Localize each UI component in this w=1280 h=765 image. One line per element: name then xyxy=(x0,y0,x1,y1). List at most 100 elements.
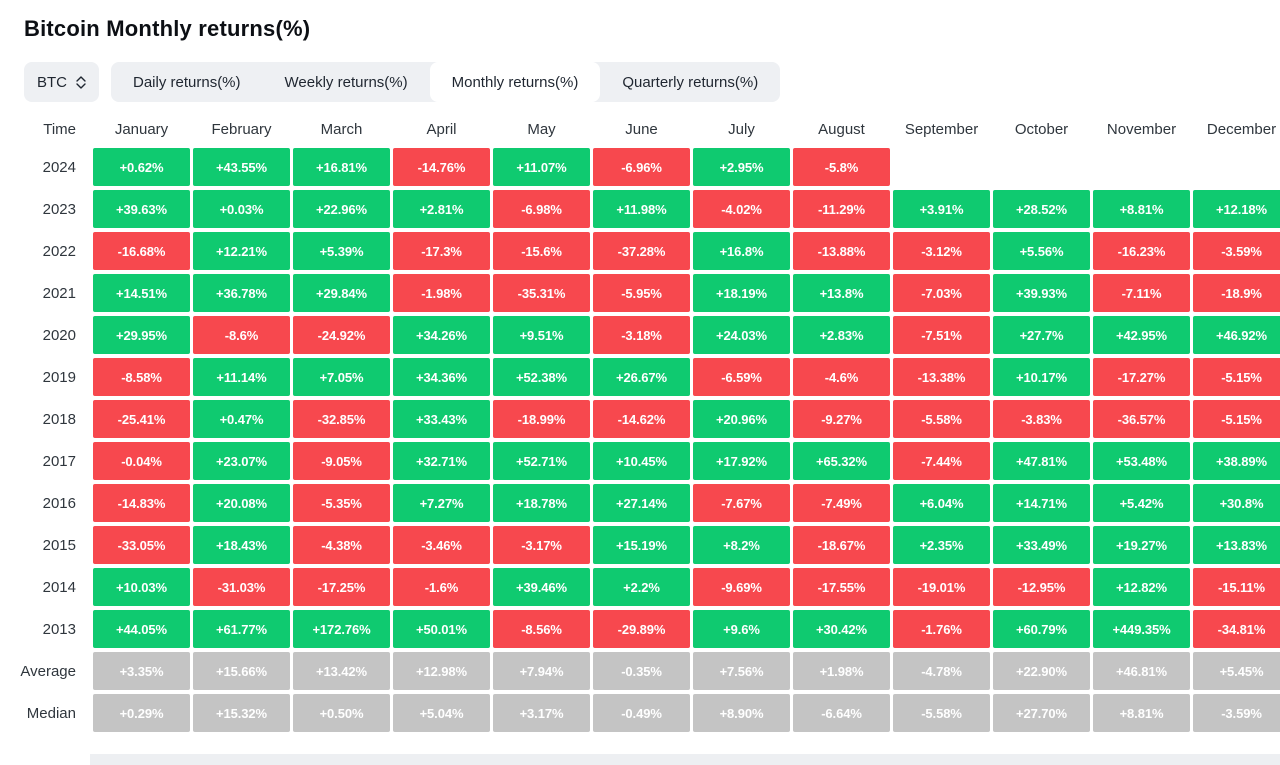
return-cell: +10.45% xyxy=(593,442,690,480)
return-cell: -3.18% xyxy=(593,316,690,354)
return-cell: +30.42% xyxy=(793,610,890,648)
return-cell: -6.59% xyxy=(693,358,790,396)
return-cell: +43.55% xyxy=(193,148,290,186)
return-cell: +3.91% xyxy=(893,190,990,228)
return-cell: +16.8% xyxy=(693,232,790,270)
return-cell: -14.62% xyxy=(593,400,690,438)
row-label-2020: 2020 xyxy=(42,326,76,344)
return-cell: +29.84% xyxy=(293,274,390,312)
return-cell: -5.58% xyxy=(893,694,990,732)
return-cell: -15.11% xyxy=(1193,568,1280,606)
return-cell: +12.82% xyxy=(1093,568,1190,606)
row-label-2019: 2019 xyxy=(42,368,76,386)
return-cell: +61.77% xyxy=(193,610,290,648)
row-label-2018: 2018 xyxy=(42,410,76,428)
return-cell: -36.57% xyxy=(1093,400,1190,438)
return-cell: +36.78% xyxy=(193,274,290,312)
return-cell: +39.93% xyxy=(993,274,1090,312)
tab-daily-returns[interactable]: Daily returns(%) xyxy=(111,62,263,102)
return-cell: -0.04% xyxy=(93,442,190,480)
return-cell: +27.14% xyxy=(593,484,690,522)
return-cell: +60.79% xyxy=(993,610,1090,648)
return-cell: +39.46% xyxy=(493,568,590,606)
return-cell: -32.85% xyxy=(293,400,390,438)
return-cell: -17.55% xyxy=(793,568,890,606)
return-cell: +11.98% xyxy=(593,190,690,228)
return-cell: +2.81% xyxy=(393,190,490,228)
return-cell: -3.59% xyxy=(1193,694,1280,732)
return-cell: -3.59% xyxy=(1193,232,1280,270)
return-cell: +5.39% xyxy=(293,232,390,270)
return-cell: -17.25% xyxy=(293,568,390,606)
symbol-select-value: BTC xyxy=(37,73,67,91)
return-cell: -3.17% xyxy=(493,526,590,564)
tab-quarterly-returns[interactable]: Quarterly returns(%) xyxy=(600,62,780,102)
return-cell: +39.63% xyxy=(93,190,190,228)
return-cell: -34.81% xyxy=(1193,610,1280,648)
return-cell: +16.81% xyxy=(293,148,390,186)
return-cell: +12.21% xyxy=(193,232,290,270)
return-cell: -7.49% xyxy=(793,484,890,522)
return-cell: +30.8% xyxy=(1193,484,1280,522)
return-cell: -25.41% xyxy=(93,400,190,438)
returns-period-tabs: Daily returns(%) Weekly returns(%) Monthly… xyxy=(111,62,781,102)
return-cell: -7.11% xyxy=(1093,274,1190,312)
return-cell: +50.01% xyxy=(393,610,490,648)
return-cell: +13.83% xyxy=(1193,526,1280,564)
return-cell: +47.81% xyxy=(993,442,1090,480)
return-cell: -15.6% xyxy=(493,232,590,270)
return-cell: +18.43% xyxy=(193,526,290,564)
return-cell: +8.81% xyxy=(1093,694,1190,732)
return-cell: -13.88% xyxy=(793,232,890,270)
return-cell: +0.03% xyxy=(193,190,290,228)
tab-weekly-returns[interactable]: Weekly returns(%) xyxy=(263,62,430,102)
return-cell: +9.6% xyxy=(693,610,790,648)
return-cell: +7.94% xyxy=(493,652,590,690)
controls-bar: BTC Daily returns(%) Weekly returns(%) Mon… xyxy=(24,62,1280,102)
row-label-2023: 2023 xyxy=(42,200,76,218)
column-header-march: March xyxy=(320,120,363,138)
return-cell: +26.67% xyxy=(593,358,690,396)
return-cell: -3.12% xyxy=(893,232,990,270)
return-cell: +22.96% xyxy=(293,190,390,228)
return-cell: +13.42% xyxy=(293,652,390,690)
return-cell: +44.05% xyxy=(93,610,190,648)
return-cell: +29.95% xyxy=(93,316,190,354)
return-cell xyxy=(1093,148,1190,186)
return-cell: +46.81% xyxy=(1093,652,1190,690)
horizontal-scrollbar[interactable] xyxy=(90,754,1280,765)
return-cell: +22.90% xyxy=(993,652,1090,690)
return-cell: +33.49% xyxy=(993,526,1090,564)
return-cell xyxy=(1193,148,1280,186)
tab-monthly-returns[interactable]: Monthly returns(%) xyxy=(429,62,601,102)
return-cell: +2.83% xyxy=(793,316,890,354)
return-cell: -18.9% xyxy=(1193,274,1280,312)
return-cell: +7.05% xyxy=(293,358,390,396)
return-cell: -19.01% xyxy=(893,568,990,606)
return-cell: +7.56% xyxy=(693,652,790,690)
return-cell: +10.03% xyxy=(93,568,190,606)
return-cell: -31.03% xyxy=(193,568,290,606)
return-cell: -4.6% xyxy=(793,358,890,396)
return-cell: -4.38% xyxy=(293,526,390,564)
return-cell: +0.29% xyxy=(93,694,190,732)
return-cell: +34.36% xyxy=(393,358,490,396)
column-header-time: Time xyxy=(43,120,76,138)
return-cell: -33.05% xyxy=(93,526,190,564)
return-cell: +17.92% xyxy=(693,442,790,480)
return-cell: -14.76% xyxy=(393,148,490,186)
return-cell: +42.95% xyxy=(1093,316,1190,354)
return-cell: -12.95% xyxy=(993,568,1090,606)
column-header-november: November xyxy=(1106,120,1177,138)
column-header-january: January xyxy=(114,120,169,138)
row-label-2013: 2013 xyxy=(42,620,76,638)
return-cell: -1.6% xyxy=(393,568,490,606)
symbol-select[interactable]: BTC xyxy=(24,62,99,102)
column-header-april: April xyxy=(426,120,457,138)
return-cell: +2.2% xyxy=(593,568,690,606)
return-cell: -5.8% xyxy=(793,148,890,186)
return-cell: -11.29% xyxy=(793,190,890,228)
return-cell: +8.81% xyxy=(1093,190,1190,228)
return-cell: -16.68% xyxy=(93,232,190,270)
return-cell: +52.71% xyxy=(493,442,590,480)
